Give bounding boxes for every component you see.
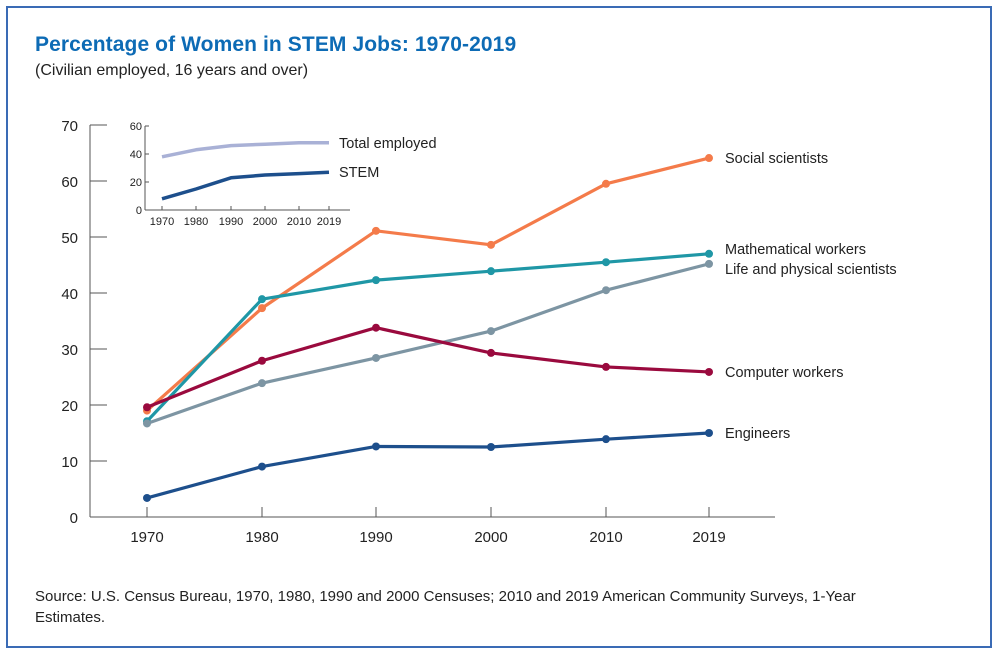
inset-y-tick-label: 0	[136, 205, 142, 217]
data-point-life-and-physical-scientists	[372, 353, 380, 362]
data-point-computer-workers	[705, 367, 713, 376]
inset-series-line-total-employed	[161, 141, 329, 159]
inset-series-line-stem	[161, 170, 330, 201]
series-label-computer-workers: Computer workers	[725, 365, 843, 381]
x-tick-label: 2010	[589, 529, 622, 546]
data-point-social-scientists	[258, 304, 266, 313]
data-point-engineers	[487, 443, 495, 451]
inset-y-tick-label: 20	[130, 177, 142, 189]
data-point-engineers	[705, 429, 713, 437]
series-computer-workers: Computer workers	[143, 323, 843, 412]
inset-series-stem: STEM	[161, 165, 379, 201]
data-point-social-scientists	[487, 240, 495, 249]
series-life-and-physical-scientists: Life and physical scientists	[143, 259, 897, 428]
data-point-engineers	[258, 462, 266, 471]
data-point-life-and-physical-scientists	[705, 259, 713, 268]
y-tick-label: 50	[61, 230, 78, 247]
data-point-engineers	[372, 442, 380, 451]
data-point-computer-workers	[258, 356, 266, 365]
y-tick-label: 60	[61, 174, 78, 191]
inset-x-tick-label: 2000	[253, 216, 277, 228]
x-tick-label: 1980	[245, 529, 278, 546]
series-line-engineers	[146, 431, 710, 500]
x-tick-label: 2019	[692, 529, 725, 546]
chart-subtitle: (Civilian employed, 16 years and over)	[35, 62, 309, 79]
inset-y-tick-label: 60	[130, 121, 142, 133]
y-tick-label: 40	[61, 286, 78, 303]
series-line-mathematical-workers	[145, 252, 710, 423]
chart-frame	[6, 6, 992, 648]
inset-x-tick-label: 1980	[184, 216, 208, 228]
data-point-mathematical-workers	[258, 295, 266, 304]
data-point-life-and-physical-scientists	[602, 286, 610, 295]
x-tick-label: 1970	[130, 529, 163, 546]
y-tick-label: 70	[61, 118, 78, 135]
data-point-mathematical-workers	[602, 258, 610, 267]
inset-x-tick-label: 1990	[219, 216, 243, 228]
series-social-scientists: Social scientists	[143, 151, 828, 415]
data-point-computer-workers	[372, 323, 380, 332]
chart-title: Percentage of Women in STEM Jobs: 1970-2…	[35, 33, 517, 56]
data-point-computer-workers	[487, 348, 495, 357]
series-label-social-scientists: Social scientists	[725, 151, 828, 167]
data-point-social-scientists	[372, 226, 380, 235]
inset-series-label-total-employed: Total employed	[339, 136, 437, 152]
y-tick-label: 0	[70, 510, 78, 527]
source-note: Source: U.S. Census Bureau, 1970, 1980, …	[35, 588, 856, 626]
data-point-engineers	[602, 435, 610, 444]
main-axes: 0 10 20 30 40 50 60 70 1970 1980 1990 2000 2010 2019	[61, 118, 775, 546]
data-point-life-and-physical-scientists	[258, 379, 266, 388]
series-label-mathematical-workers: Mathematical workers	[725, 242, 866, 258]
y-tick-label: 30	[61, 342, 78, 359]
data-point-computer-workers	[602, 362, 610, 371]
data-point-social-scientists	[705, 154, 713, 163]
series-line-computer-workers	[146, 326, 710, 409]
series-engineers: Engineers	[143, 426, 790, 502]
inset-series-total-employed: Total employed	[161, 136, 437, 159]
main-series: Social scientists Mathematical workers Lif…	[143, 151, 897, 502]
inset-series-label-stem: STEM	[339, 165, 379, 181]
x-tick-label: 2000	[474, 529, 507, 546]
data-point-mathematical-workers	[372, 276, 380, 285]
y-tick-label: 20	[61, 398, 78, 415]
data-point-life-and-physical-scientists	[487, 327, 495, 336]
data-point-computer-workers	[143, 403, 151, 412]
data-point-engineers	[143, 493, 151, 502]
y-tick-label: 10	[61, 454, 78, 471]
data-point-mathematical-workers	[487, 267, 495, 276]
inset-x-tick-label: 2019	[317, 216, 341, 228]
x-tick-label: 1990	[359, 529, 392, 546]
series-line-social-scientists	[145, 156, 710, 412]
inset-chart: 0 20 40 60 1970 1980 1990 2000 2010 2019 Total emp…	[130, 121, 437, 228]
data-point-social-scientists	[602, 179, 610, 188]
series-label-life-and-physical-scientists: Life and physical scientists	[725, 262, 897, 278]
data-point-mathematical-workers	[705, 249, 713, 258]
inset-x-tick-label: 2010	[287, 216, 311, 228]
series-label-engineers: Engineers	[725, 426, 790, 442]
series-line-life-and-physical-scientists	[146, 262, 710, 425]
data-point-life-and-physical-scientists	[143, 419, 151, 428]
inset-y-tick-label: 40	[130, 149, 142, 161]
inset-x-tick-label: 1970	[150, 216, 174, 228]
series-mathematical-workers: Mathematical workers	[143, 242, 866, 426]
